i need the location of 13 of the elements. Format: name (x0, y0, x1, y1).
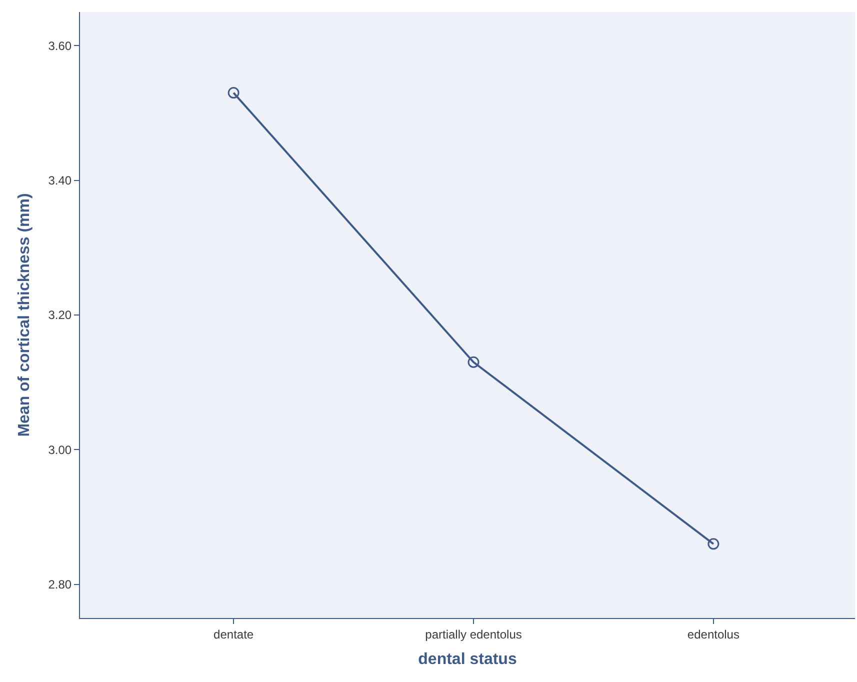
x-tick-label: edentolus (687, 627, 740, 642)
x-axis-title: dental status (418, 651, 517, 668)
y-tick-label: 2.80 (48, 578, 72, 592)
y-tick-label: 3.40 (48, 174, 72, 188)
y-tick-label: 3.20 (48, 308, 72, 322)
y-tick-label: 3.00 (48, 442, 72, 457)
x-tick-label: dentate (214, 627, 254, 642)
y-tick-label: 3.60 (48, 38, 72, 53)
x-tick-label: partially edentolus (425, 627, 522, 642)
point (708, 538, 720, 550)
point (228, 87, 240, 99)
point (468, 356, 480, 368)
y-axis-title: Mean of cortical thickness (mm) (16, 193, 34, 437)
